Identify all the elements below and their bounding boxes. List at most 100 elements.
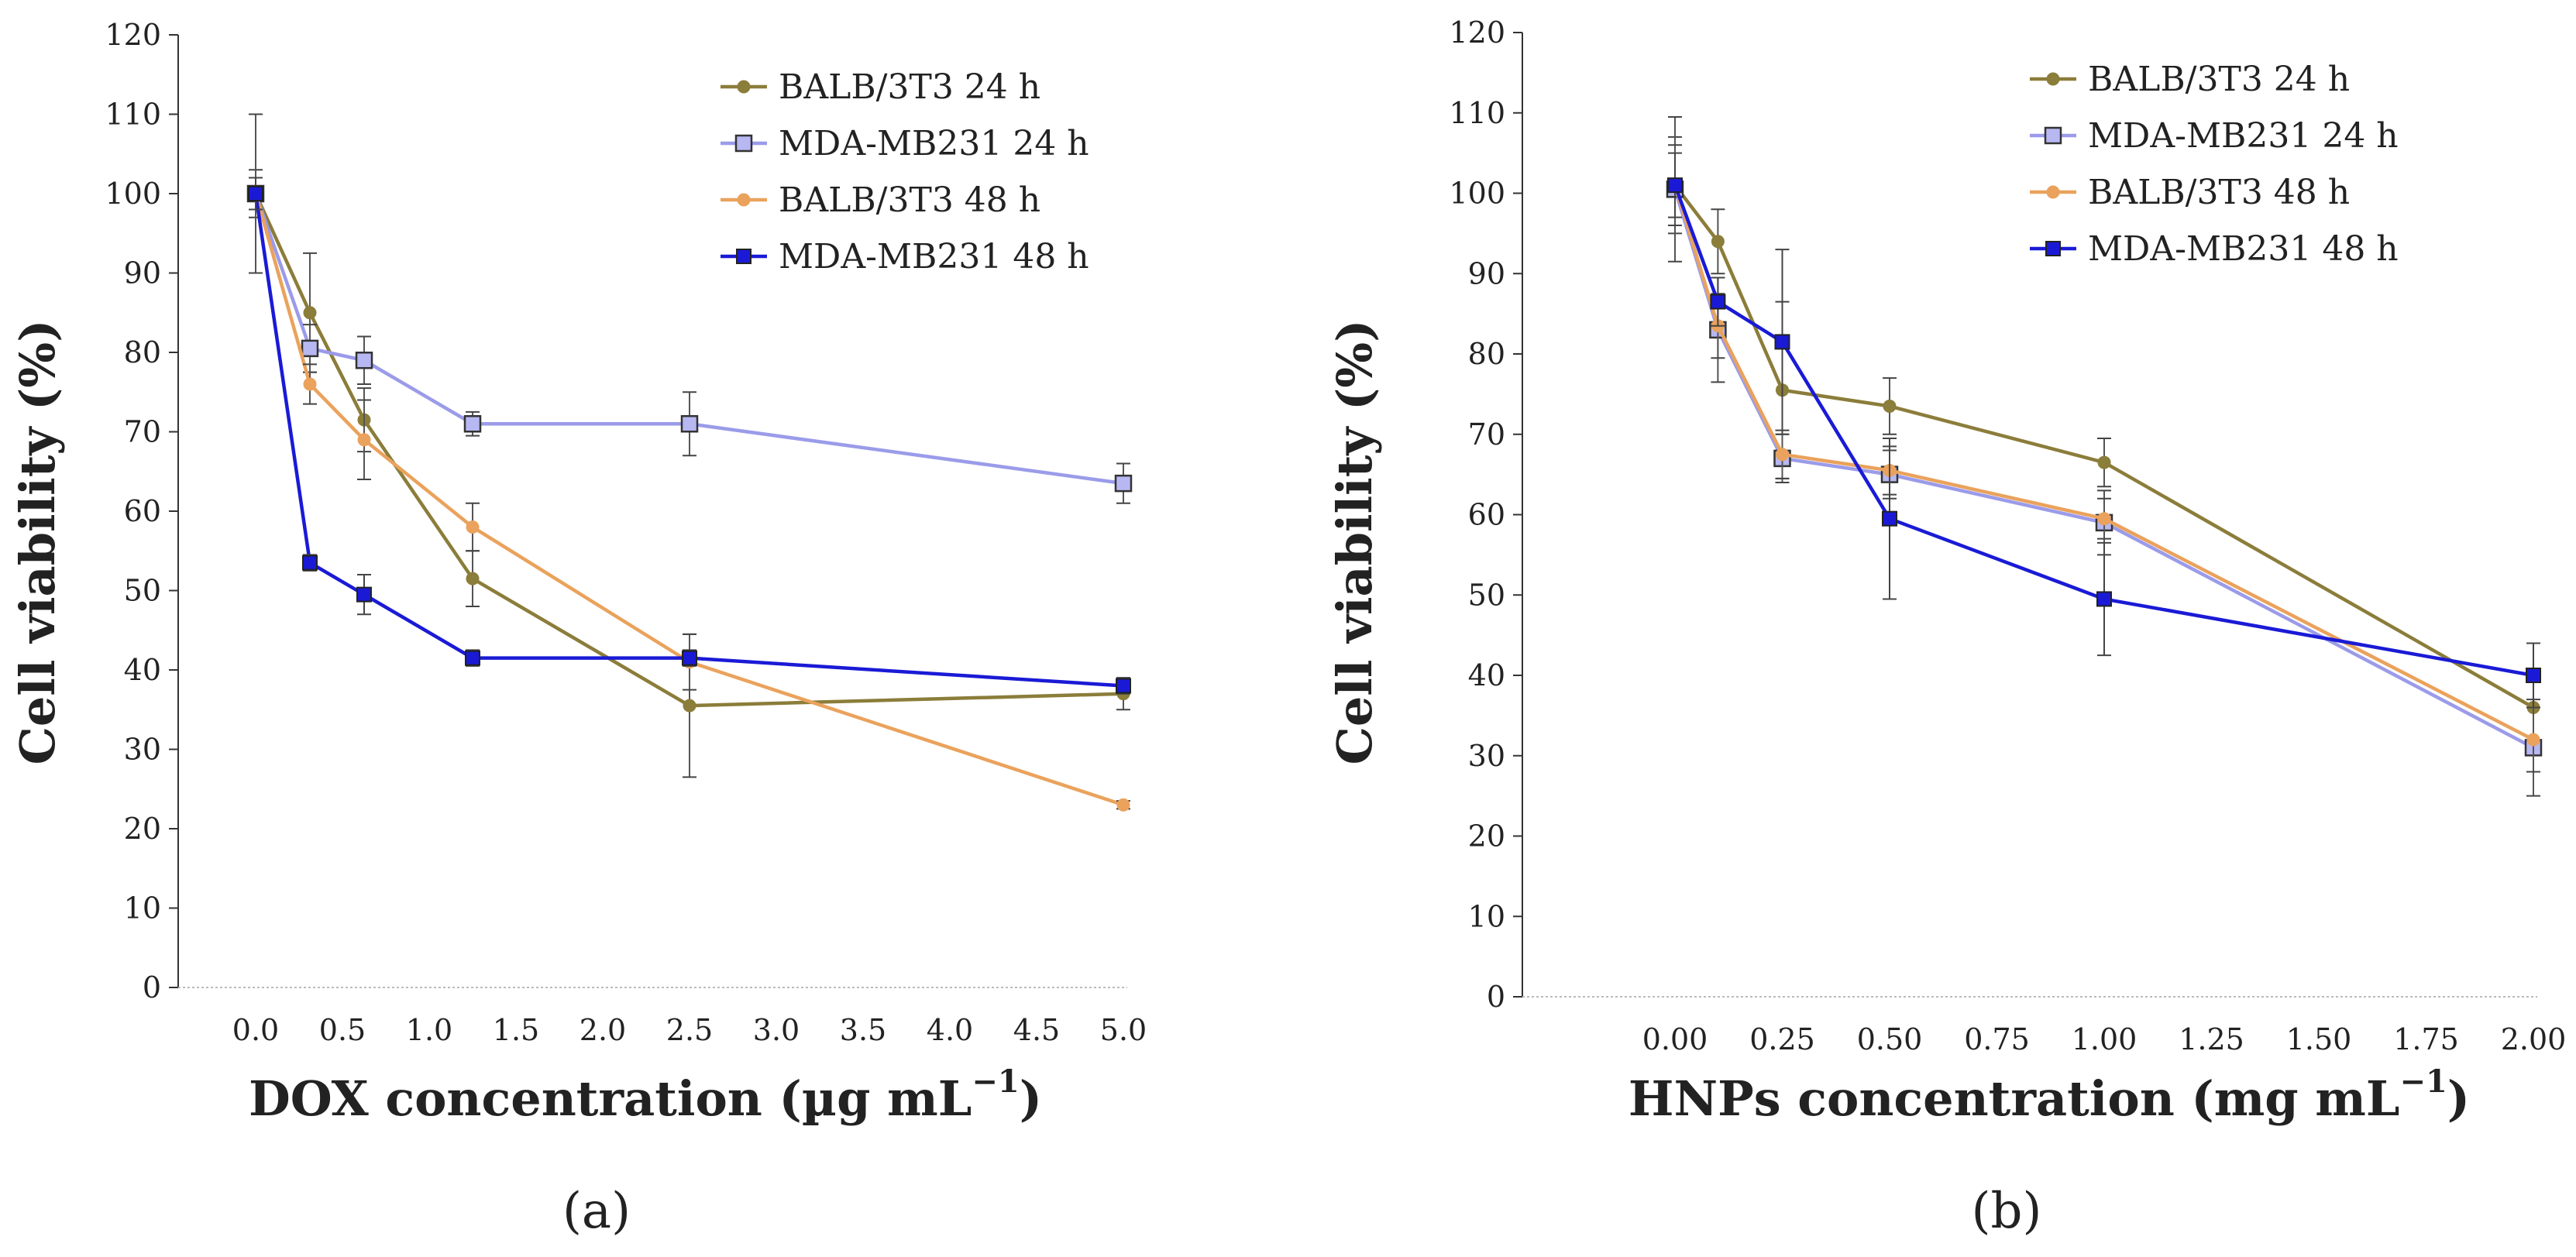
chart-panel-a: Cell viability (%) DOX concentration (µg… bbox=[9, 18, 1147, 1240]
chart-panel-b: Cell viability (%) HNPs concentration (m… bbox=[1326, 15, 2566, 1240]
panel-label: (a) bbox=[562, 1183, 631, 1240]
data-point bbox=[357, 433, 371, 447]
legend-item: MDA-MB231 48 h bbox=[2030, 229, 2399, 269]
data-point bbox=[466, 572, 480, 586]
legend: BALB/3T3 24 h MDA-MB231 24 h BALB/3T3 48 h… bbox=[2030, 60, 2399, 269]
x-tick-label: 5.0 bbox=[1100, 1013, 1147, 1047]
data-point bbox=[2097, 455, 2111, 469]
y-tick-label: 0 bbox=[1487, 980, 1505, 1014]
legend-item: BALB/3T3 48 h bbox=[721, 180, 1040, 220]
y-tick-label: 30 bbox=[124, 733, 161, 767]
data-point bbox=[2526, 733, 2540, 747]
data-point bbox=[303, 306, 317, 320]
legend-item: BALB/3T3 24 h bbox=[721, 67, 1040, 107]
legend-label: BALB/3T3 48 h bbox=[2088, 173, 2350, 212]
y-tick-label: 40 bbox=[1468, 658, 1505, 692]
y-tick-label: 20 bbox=[124, 812, 161, 846]
data-point bbox=[1776, 448, 1789, 462]
legend-label: BALB/3T3 24 h bbox=[2088, 60, 2350, 99]
x-tick-label: 3.0 bbox=[753, 1013, 800, 1047]
x-tick-label: 0.0 bbox=[232, 1013, 279, 1047]
series-line bbox=[253, 193, 1124, 708]
y-tick-label: 90 bbox=[1468, 256, 1505, 290]
axes: 0 10 20 30 40 50 60 70 80 90 100 110 120 0.0 0.5 1.0 1.5… bbox=[105, 18, 1147, 1047]
y-tick-label: 70 bbox=[124, 415, 161, 449]
data-point bbox=[463, 415, 482, 433]
series-mda-mb231-48-h bbox=[248, 177, 1131, 695]
y-tick-label: 60 bbox=[124, 494, 161, 528]
y-tick-label: 110 bbox=[1449, 96, 1505, 130]
data-point bbox=[301, 339, 319, 358]
x-tick-label: 0.00 bbox=[1642, 1022, 1708, 1056]
data-point bbox=[683, 699, 696, 713]
legend: BALB/3T3 24 h MDA-MB231 24 h BALB/3T3 48 h… bbox=[721, 67, 1089, 276]
y-tick-label: 50 bbox=[1468, 578, 1505, 612]
series-mda-mb231-48-h bbox=[1667, 152, 2541, 709]
data-point bbox=[466, 520, 480, 534]
data-point bbox=[303, 377, 317, 391]
data-point bbox=[356, 586, 372, 603]
y-tick-label: 120 bbox=[105, 18, 161, 52]
y-tick-label: 110 bbox=[105, 98, 161, 132]
legend-label: MDA-MB231 24 h bbox=[779, 124, 1089, 163]
y-axis-title: Cell viability (%) bbox=[1326, 319, 1383, 764]
y-axis-title: Cell viability (%) bbox=[9, 319, 66, 764]
plot-area bbox=[246, 113, 1133, 812]
y-tick-label: 60 bbox=[1468, 498, 1505, 532]
legend-marker bbox=[737, 80, 751, 94]
legend-label: BALB/3T3 24 h bbox=[779, 67, 1040, 107]
x-tick-label: 2.00 bbox=[2501, 1022, 2567, 1056]
data-point bbox=[1710, 294, 1726, 310]
data-point bbox=[1114, 474, 1133, 493]
data-point bbox=[1774, 334, 1790, 350]
legend-marker bbox=[2046, 185, 2060, 199]
data-point bbox=[2526, 668, 2541, 683]
series-line bbox=[253, 193, 1124, 807]
legend-label: MDA-MB231 48 h bbox=[2088, 229, 2399, 269]
legend-marker bbox=[2046, 72, 2060, 86]
x-tick-label: 0.75 bbox=[1964, 1022, 2030, 1056]
y-tick-label: 40 bbox=[124, 653, 161, 687]
legend-label: MDA-MB231 24 h bbox=[2088, 116, 2399, 156]
y-tick-label: 100 bbox=[1449, 177, 1505, 211]
y-tick-label: 90 bbox=[124, 256, 161, 290]
data-point bbox=[1667, 177, 1683, 194]
series-line bbox=[1673, 184, 2535, 709]
x-axis-title: DOX concentration (µg mL−1) bbox=[249, 1063, 1042, 1127]
data-point bbox=[355, 352, 373, 369]
x-tick-label: 0.5 bbox=[319, 1013, 366, 1047]
legend-item: BALB/3T3 48 h bbox=[2030, 173, 2350, 212]
legend-marker bbox=[734, 134, 753, 153]
x-tick-label: 1.25 bbox=[2179, 1022, 2244, 1056]
data-point bbox=[248, 186, 263, 201]
y-tick-label: 50 bbox=[124, 574, 161, 608]
y-tick-label: 0 bbox=[143, 970, 161, 1005]
legend-item: MDA-MB231 24 h bbox=[721, 124, 1089, 163]
x-tick-label: 1.00 bbox=[2072, 1022, 2137, 1056]
legend-label: MDA-MB231 48 h bbox=[779, 237, 1089, 276]
y-tick-label: 80 bbox=[1468, 337, 1505, 371]
plot-area bbox=[1666, 115, 2543, 797]
x-tick-label: 3.5 bbox=[840, 1013, 886, 1047]
x-tick-label: 1.5 bbox=[493, 1013, 539, 1047]
legend-marker bbox=[2044, 126, 2062, 145]
data-point bbox=[2097, 512, 2111, 526]
series-line bbox=[253, 193, 1124, 486]
y-tick-label: 10 bbox=[1468, 899, 1505, 933]
x-tick-label: 4.5 bbox=[1013, 1013, 1060, 1047]
series-balb-3t3-48-h bbox=[249, 113, 1130, 812]
series-line bbox=[253, 193, 1124, 688]
series-line bbox=[1673, 184, 2534, 678]
data-point bbox=[1883, 399, 1897, 413]
data-point bbox=[1711, 235, 1725, 249]
x-tick-label: 2.0 bbox=[580, 1013, 626, 1047]
data-point bbox=[1116, 678, 1131, 694]
x-tick-label: 1.0 bbox=[406, 1013, 452, 1047]
x-tick-label: 1.75 bbox=[2393, 1022, 2459, 1056]
legend-item: MDA-MB231 24 h bbox=[2030, 116, 2399, 156]
data-point bbox=[682, 650, 697, 666]
legend-item: MDA-MB231 48 h bbox=[721, 237, 1089, 276]
legend-marker bbox=[2045, 241, 2061, 256]
x-tick-label: 2.5 bbox=[666, 1013, 713, 1047]
data-point bbox=[2096, 591, 2112, 607]
